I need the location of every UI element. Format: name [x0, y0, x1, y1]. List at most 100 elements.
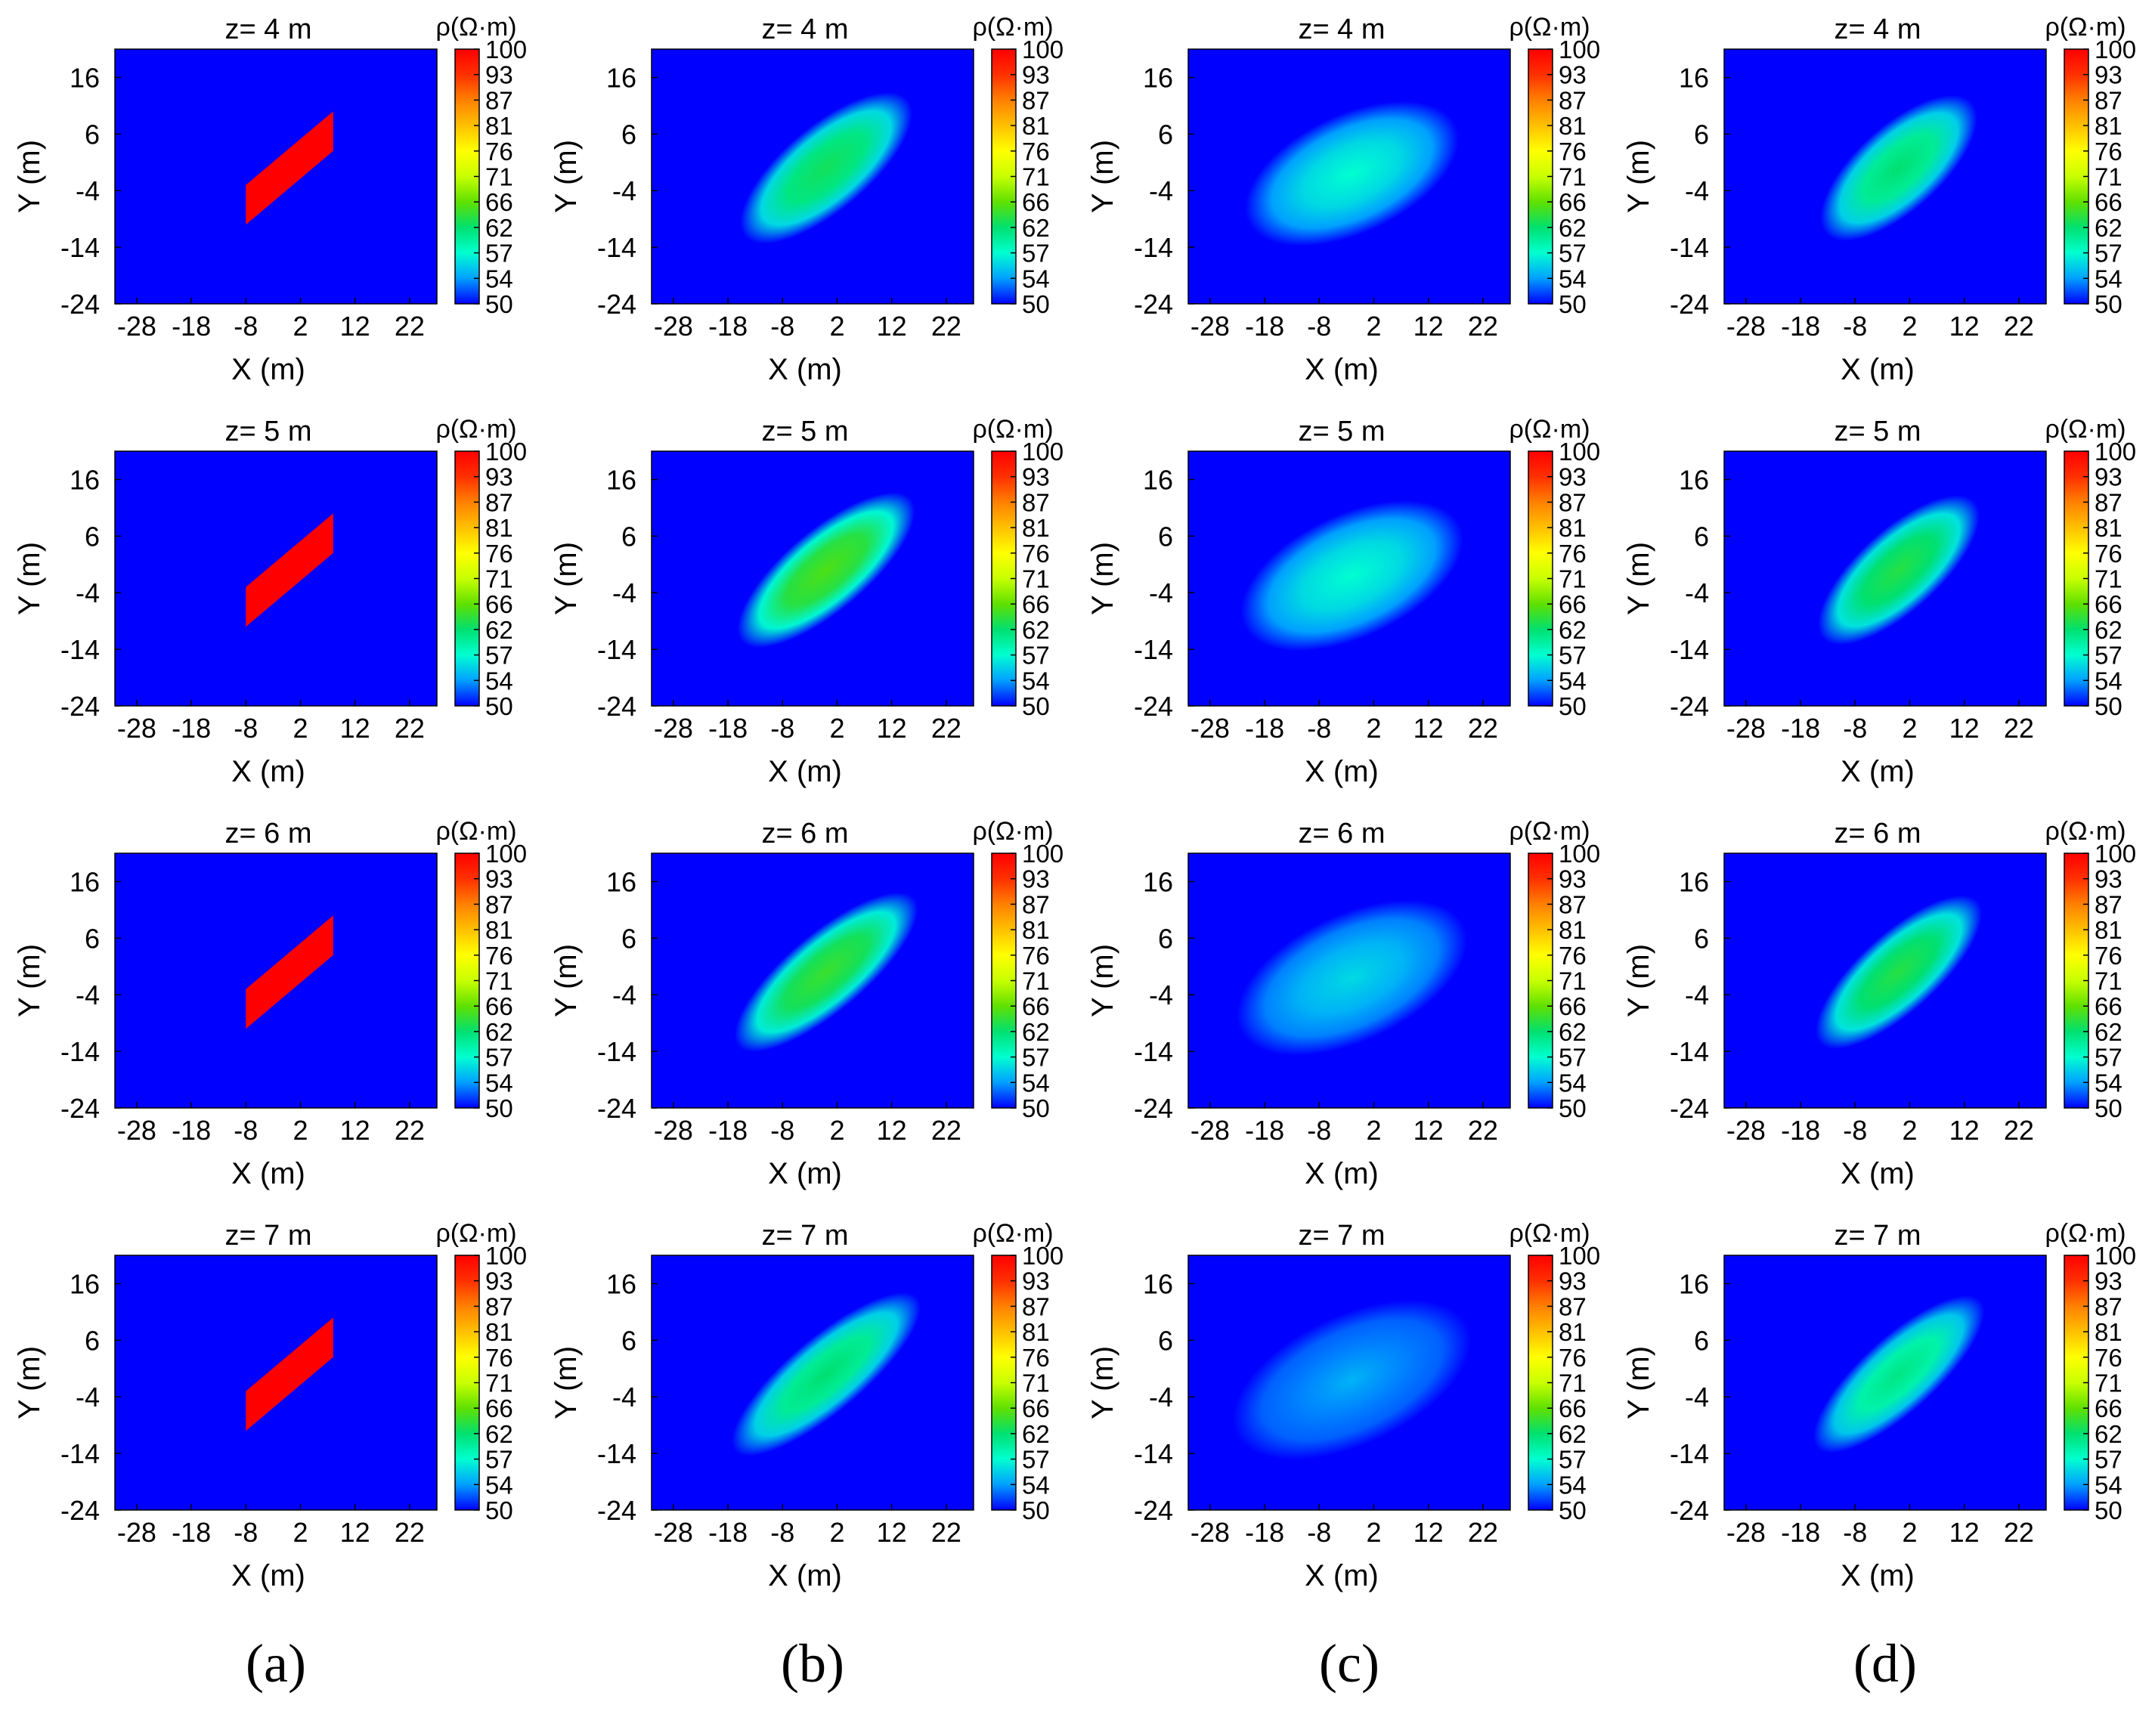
- y-tick-label: -14: [60, 232, 100, 263]
- column-label-d: (d): [1853, 1633, 1917, 1694]
- x-tick-label: 22: [931, 1517, 961, 1548]
- colorbar-tick-label: 76: [1559, 942, 1587, 970]
- colorbar-tick-label: 66: [485, 992, 513, 1020]
- y-tick-label: -14: [1134, 634, 1173, 665]
- anomaly-blob: [1245, 101, 1459, 246]
- colorbar-tick-label: 71: [1559, 1369, 1587, 1397]
- x-tick-label: -8: [234, 1115, 258, 1146]
- x-tick-label: -28: [117, 1517, 156, 1548]
- x-tick-label: -8: [1843, 713, 1867, 744]
- panel-title: z= 6 m: [1298, 818, 1385, 849]
- x-tick-label: 22: [395, 1517, 425, 1548]
- colorbar-label: ρ(Ω·m): [435, 415, 516, 444]
- plot-frame: [114, 1255, 438, 1511]
- colorbar-tick-label: 54: [1022, 1471, 1050, 1499]
- anomaly-block: [246, 1317, 333, 1431]
- y-tick-label: -4: [1149, 577, 1173, 608]
- colorbar-tick-label: 93: [2095, 61, 2122, 89]
- colorbar-tick-label: 57: [485, 240, 513, 268]
- x-axis-label: X (m): [231, 755, 305, 788]
- y-tick-label: -24: [60, 1093, 100, 1124]
- colorbar-tick-label: 81: [485, 514, 513, 542]
- colorbar-tick-label: 87: [1559, 890, 1587, 918]
- colorbar-label: ρ(Ω·m): [1509, 1219, 1590, 1248]
- colorbar-tick-label: 100: [485, 36, 527, 63]
- colorbar-tick-label: 87: [2095, 86, 2122, 114]
- plot-frame: [651, 48, 974, 305]
- x-tick-label: 2: [1902, 713, 1917, 744]
- colorbar-tick-label: 87: [1559, 488, 1587, 516]
- colorbar-tick-label: 57: [1022, 642, 1050, 670]
- y-axis-label: Y (m): [550, 1346, 583, 1419]
- y-tick-label: -14: [597, 1036, 636, 1067]
- x-tick-label: -8: [1307, 311, 1331, 342]
- y-axis-label: Y (m): [1086, 140, 1119, 213]
- plot-frame: [1723, 48, 2047, 305]
- colorbar-tick-label: 76: [485, 540, 513, 568]
- x-tick-label: 22: [931, 713, 961, 744]
- colorbar-tick-label: 57: [1559, 642, 1587, 670]
- x-tick-label: 22: [1468, 1115, 1498, 1146]
- colorbar-tick-label: 54: [2095, 1069, 2122, 1097]
- x-tick-label: -18: [1245, 1115, 1284, 1146]
- colorbar-tick-label: 50: [1559, 290, 1587, 318]
- colorbar-tick-label: 57: [2095, 642, 2122, 670]
- x-axis-label: X (m): [768, 755, 842, 788]
- x-tick-label: 2: [829, 311, 844, 342]
- anomaly-blob: [740, 92, 912, 244]
- x-tick-label: -8: [1843, 311, 1867, 342]
- plot-frame: [1187, 853, 1511, 1109]
- colorbar-tick-label: 57: [1559, 1044, 1587, 1072]
- colorbar-tick-label: 66: [485, 1394, 513, 1422]
- y-tick-label: -24: [60, 289, 100, 320]
- colorbar-tick-label: 50: [485, 290, 513, 318]
- colorbar-tick-label: 100: [1022, 438, 1064, 466]
- y-tick-label: -4: [1149, 979, 1173, 1010]
- y-tick-label: -4: [1149, 175, 1173, 206]
- plot-frame: [651, 450, 974, 707]
- plot-frame: [651, 1255, 974, 1511]
- x-tick-label: -8: [770, 713, 794, 744]
- colorbar-tick-label: 93: [485, 1267, 513, 1295]
- colorbar-tick-label: 54: [1559, 265, 1587, 292]
- x-tick-label: -8: [1307, 713, 1331, 744]
- colorbar-tick-label: 76: [2095, 540, 2122, 568]
- x-tick-label: 12: [1413, 1517, 1444, 1548]
- y-tick-label: -4: [612, 577, 636, 608]
- colorbar-tick-label: 81: [2095, 112, 2122, 140]
- colorbar-tick-label: 54: [2095, 667, 2122, 695]
- panel-title: z= 7 m: [761, 1220, 848, 1252]
- y-tick-label: -14: [1134, 1036, 1173, 1067]
- anomaly-blob: [1818, 495, 1980, 645]
- y-tick-label: 16: [606, 1268, 636, 1299]
- x-axis-label: X (m): [1841, 755, 1915, 788]
- colorbar-tick-label: 66: [1022, 992, 1050, 1020]
- colorbar-tick-label: 93: [1022, 61, 1050, 89]
- x-tick-label: 22: [1468, 311, 1498, 342]
- y-tick-label: -4: [76, 577, 100, 608]
- x-tick-label: 2: [1902, 1517, 1917, 1548]
- y-tick-label: -4: [1685, 175, 1709, 206]
- y-tick-label: -24: [597, 691, 636, 722]
- y-tick-label: -24: [1670, 1093, 1709, 1124]
- colorbar-tick-label: 81: [2095, 916, 2122, 944]
- y-tick-label: 6: [1158, 119, 1173, 150]
- colorbar-tick-label: 93: [485, 865, 513, 893]
- colorbar-tick-label: 57: [2095, 1446, 2122, 1474]
- panel-title: z= 4 m: [1298, 14, 1385, 45]
- colorbar-tick-label: 76: [2095, 1344, 2122, 1372]
- y-axis-label: Y (m): [13, 1346, 46, 1419]
- colorbar-tick-label: 62: [485, 616, 513, 644]
- y-tick-label: -4: [76, 1382, 100, 1413]
- x-axis-label: X (m): [768, 1157, 842, 1190]
- colorbar-tick-label: 100: [2095, 1242, 2136, 1270]
- x-tick-label: -18: [708, 1517, 748, 1548]
- y-axis-label: Y (m): [550, 140, 583, 213]
- y-tick-label: 16: [1143, 62, 1173, 93]
- panel-title: z= 5 m: [761, 416, 848, 447]
- y-tick-label: -14: [1670, 634, 1709, 665]
- plot-frame: [1187, 450, 1511, 707]
- y-tick-label: -14: [1134, 1438, 1173, 1469]
- x-tick-label: 2: [293, 1115, 308, 1146]
